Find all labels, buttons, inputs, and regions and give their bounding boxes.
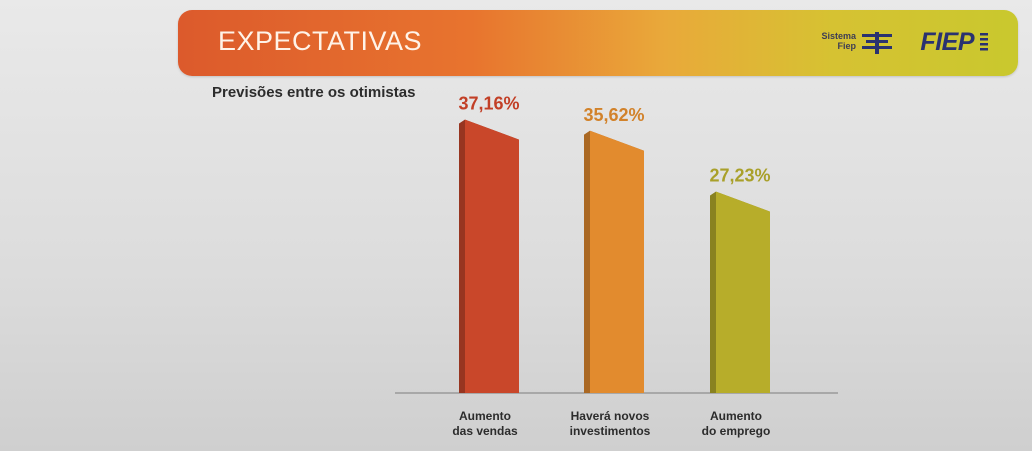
chart-title: Previsões entre os otimistas (212, 84, 416, 101)
data-label-1: 35,62% (583, 105, 644, 125)
tick-label-0: Aumento das vendas (452, 409, 518, 438)
brand-line2: Fiep (837, 41, 856, 51)
bar-0 (465, 119, 519, 393)
bar-1 (590, 130, 644, 393)
bar-side-0 (459, 119, 465, 393)
data-label-2: 27,23% (709, 166, 770, 186)
bar-side-1 (584, 130, 590, 393)
bar-2 (716, 191, 770, 393)
tick-label-1: Haverá novos investimentos (570, 409, 651, 438)
brand-name: FIEP (920, 28, 974, 56)
brand-line1: Sistema (821, 31, 856, 41)
header-banner: EXPECTATIVAS Sistema Fiep FIEP (178, 10, 1018, 76)
page-title: EXPECTATIVAS (218, 26, 423, 56)
bar-side-2 (710, 191, 716, 393)
tick-label-2: Aumento do emprego (702, 409, 771, 438)
brand-sistema-text: Sistema Fiep (816, 31, 856, 51)
brand-stripes-icon (980, 33, 988, 51)
data-label-0: 37,16% (458, 94, 519, 114)
fiep-emblem-icon (862, 32, 892, 54)
